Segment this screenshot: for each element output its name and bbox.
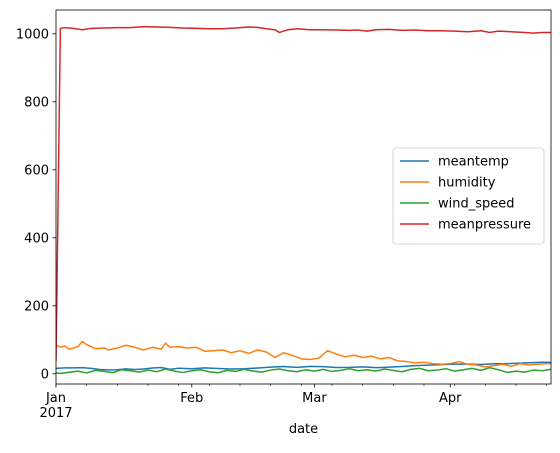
- x-tick-label: Jan: [45, 391, 66, 406]
- x-tick-sublabel: 2017: [39, 406, 72, 421]
- legend-label-meantemp: meantemp: [438, 155, 509, 170]
- legend-label-meanpressure: meanpressure: [438, 218, 531, 233]
- y-tick-label: 800: [24, 95, 49, 110]
- y-tick-label: 400: [24, 231, 49, 246]
- axes-frame: [55, 9, 552, 385]
- x-tick-label: Feb: [180, 391, 203, 406]
- series-line-meanpressure: [56, 25, 551, 361]
- y-tick-label: 200: [24, 299, 49, 314]
- x-tick-label: Mar: [302, 391, 327, 406]
- legend-label-wind_speed: wind_speed: [438, 197, 515, 212]
- legend: meantemp humidity wind_speed meanpressure: [392, 147, 545, 245]
- x-axis-title: date: [289, 422, 318, 437]
- x-tick-label: Apr: [439, 391, 462, 406]
- y-tick-label: 600: [24, 163, 49, 178]
- plot-area: [56, 25, 551, 375]
- series-line-wind_speed: [56, 366, 551, 375]
- legend-label-humidity: humidity: [438, 176, 496, 191]
- legend-box: [392, 147, 545, 245]
- y-tick-label: 1000: [16, 27, 49, 42]
- series-line-humidity: [56, 340, 551, 368]
- y-tick-label: 0: [41, 367, 49, 382]
